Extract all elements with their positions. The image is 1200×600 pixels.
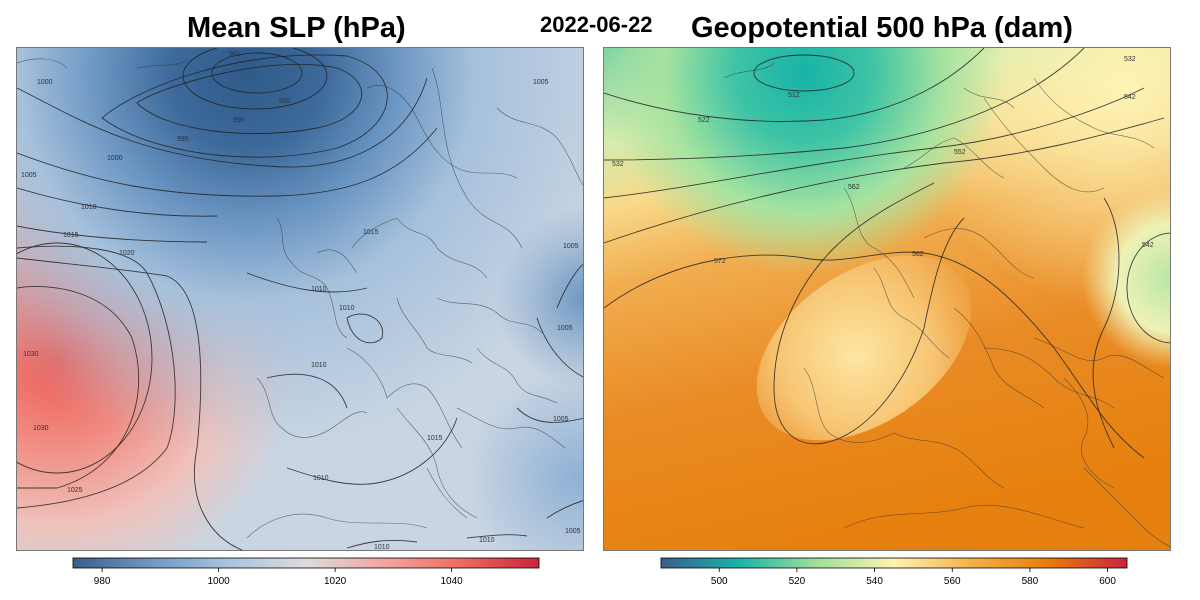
slp-contour-label: 1005 — [565, 528, 581, 535]
slp-contour-label: 990 — [233, 117, 245, 124]
slp-contour-label: 1000 — [37, 79, 53, 86]
slp-contour-label: 1015 — [427, 435, 443, 442]
gp-contour-label: 532 — [1124, 56, 1136, 63]
slp-contour-label: 1015 — [63, 232, 79, 239]
slp-contour-label: 1010 — [311, 362, 327, 369]
slp-contour-label: 1010 — [81, 204, 97, 211]
colorbar-tick-label: 980 — [94, 576, 111, 587]
slp-contour-label: 1005 — [21, 172, 37, 179]
slp-contour-label: 1010 — [339, 305, 355, 312]
slp-contour-label: 1000 — [107, 155, 123, 162]
gp-contour-label: 532 — [612, 161, 624, 168]
slp-contour-label: 1025 — [67, 487, 83, 494]
slp-contour-label: 1015 — [363, 229, 379, 236]
slp-contour-label: 981 — [229, 51, 241, 58]
gp-contour-label: 542 — [1124, 94, 1136, 101]
gp-contour-label: 522 — [698, 117, 710, 124]
geopotential-colorbar-graphic: 500 520 540 560 580 600 — [660, 557, 1128, 587]
slp-contour-label: 1010 — [374, 544, 390, 551]
geopotential-map[interactable]: 512 522 532 532 542 552 562 562 572 542 — [603, 47, 1171, 551]
colorbar-tick-label: 540 — [866, 576, 883, 587]
slp-contour-label: 1005 — [553, 416, 569, 423]
slp-colorbar: 980 1000 1020 1040 — [72, 557, 540, 597]
gp-contour-label: 562 — [912, 251, 924, 258]
slp-contour-label: 1010 — [311, 286, 327, 293]
slp-contour-label: 995 — [177, 136, 189, 143]
colorbar-tick-label: 600 — [1099, 576, 1116, 587]
slp-contour-label: 985 — [279, 98, 291, 105]
geopotential-colorbar: 500 520 540 560 580 600 — [660, 557, 1128, 597]
colorbar-tick-label: 1020 — [324, 576, 347, 587]
slp-contour-label: 1005 — [533, 79, 549, 86]
slp-colorbar-graphic: 980 1000 1020 1040 — [72, 557, 540, 587]
gp-contour-label: 552 — [954, 149, 966, 156]
slp-map[interactable]: 981 985 990 995 1000 1000 1005 1005 1010… — [16, 47, 584, 551]
slp-contour-label: 1010 — [479, 537, 495, 544]
gp-contour-label: 512 — [788, 92, 800, 99]
colorbar-tick-label: 500 — [711, 576, 728, 587]
slp-contour-label: 1010 — [313, 475, 329, 482]
slp-contour-label: 1020 — [119, 250, 135, 257]
date-label: 2022-06-22 — [540, 12, 653, 37]
geopotential-title: Geopotential 500 hPa (dam) — [691, 12, 1073, 44]
colorbar-tick-label: 580 — [1022, 576, 1039, 587]
colorbar-tick-label: 1000 — [208, 576, 231, 587]
gp-contour-label: 572 — [714, 258, 726, 265]
colorbar-tick-label: 520 — [789, 576, 806, 587]
slp-contour-label: 1005 — [563, 243, 579, 250]
gp-contour-label: 542 — [1142, 242, 1154, 249]
gp-contour-label: 562 — [848, 184, 860, 191]
colorbar-tick-label: 560 — [944, 576, 961, 587]
colorbar-ramp — [72, 557, 540, 569]
slp-contour-label: 1030 — [33, 425, 49, 432]
slp-contour-label: 1030 — [23, 351, 39, 358]
slp-title: Mean SLP (hPa) — [187, 12, 406, 44]
colorbar-ramp — [660, 557, 1128, 569]
slp-contour-label: 1005 — [557, 325, 573, 332]
colorbar-tick-label: 1040 — [441, 576, 464, 587]
